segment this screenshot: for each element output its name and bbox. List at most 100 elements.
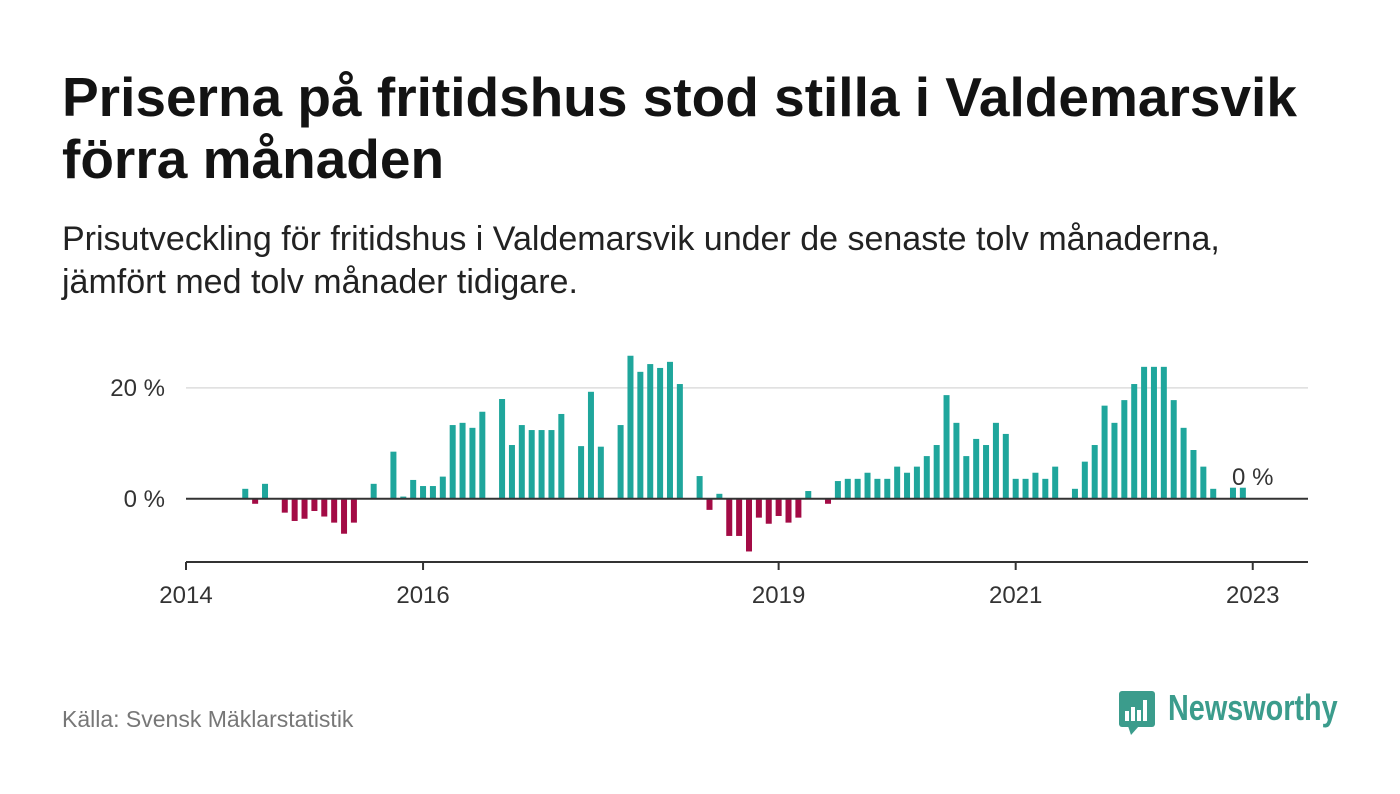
bar-2018-12 <box>765 498 772 524</box>
bar-2018-07 <box>716 493 723 499</box>
bar-2019-01 <box>775 498 782 516</box>
newsworthy-logo: Newsworthy <box>1119 688 1389 736</box>
bar-2021-01 <box>1012 478 1019 499</box>
bar-2015-06 <box>350 498 357 523</box>
bar-2021-08 <box>1081 461 1088 499</box>
bar-2016-11 <box>518 425 525 499</box>
bar-2022-04 <box>1160 366 1167 499</box>
bar-2020-07 <box>953 422 960 499</box>
bar-2015-03 <box>321 498 328 517</box>
bar-2015-12 <box>410 479 417 499</box>
bar-2022-03 <box>1150 366 1157 499</box>
x-tick-label: 2016 <box>396 582 449 609</box>
bar-2015-08 <box>370 483 377 499</box>
bar-2016-04 <box>449 425 456 499</box>
bar-2021-02 <box>1022 478 1029 499</box>
bar-2019-08 <box>844 478 851 499</box>
bar-2021-03 <box>1032 472 1039 499</box>
bar-2019-02 <box>785 498 792 523</box>
x-tick-label: 2021 <box>989 582 1042 609</box>
bar-2018-03 <box>676 384 683 499</box>
bar-2017-07 <box>597 446 604 499</box>
bar-2019-10 <box>864 472 871 499</box>
bar-2021-07 <box>1071 488 1078 499</box>
bar-2017-05 <box>578 446 585 499</box>
bar-2019-04 <box>805 491 812 499</box>
source-note: Källa: Svensk Mäklarstatistik <box>62 706 354 732</box>
bar-2020-01 <box>894 466 901 499</box>
bar-2019-09 <box>854 478 861 499</box>
bar-2016-09 <box>499 399 506 499</box>
bar-2019-07 <box>834 481 841 499</box>
bar-2018-06 <box>706 498 713 510</box>
bar-2020-08 <box>963 456 970 499</box>
bar-2022-07 <box>1190 450 1197 499</box>
bar-2014-11 <box>281 498 288 513</box>
bar-2014-12 <box>291 498 298 521</box>
bar-2015-10 <box>390 451 397 499</box>
bar-2022-05 <box>1170 400 1177 499</box>
bar-chart: 20 % 0 % 2014 2016 2019 2021 2023 0 % <box>110 355 1308 609</box>
bar-2016-01 <box>420 486 427 499</box>
bar-2018-08 <box>726 498 733 536</box>
bar-2015-01 <box>301 498 308 519</box>
bar-2018-10 <box>746 498 752 552</box>
chart-title: Priserna på fritidshus stod stilla i Val… <box>62 66 1297 190</box>
axis-labels: 20 % 0 % 2014 2016 2019 2021 2023 0 % <box>110 375 1279 609</box>
bar-2018-05 <box>696 476 703 499</box>
bar-2016-02 <box>429 486 436 499</box>
bar-2016-12 <box>528 430 535 499</box>
bar-2015-04 <box>331 498 338 523</box>
bar-2017-10 <box>627 355 634 499</box>
bar-2014-09 <box>262 483 269 499</box>
bar-2014-08 <box>252 498 259 504</box>
bar-2020-06 <box>943 395 950 499</box>
bar-2020-03 <box>913 466 920 499</box>
bar-2018-11 <box>755 498 762 518</box>
bar-2018-02 <box>666 361 673 499</box>
bar-2017-03 <box>558 413 565 499</box>
bar-2022-09 <box>1210 488 1217 499</box>
bar-2016-07 <box>479 411 486 499</box>
bars <box>242 355 1246 552</box>
y-tick-label: 20 % <box>110 375 165 402</box>
bar-2015-02 <box>311 498 318 511</box>
bar-2021-11 <box>1111 422 1118 499</box>
x-tick-label: 2014 <box>159 582 212 609</box>
bar-2017-12 <box>647 364 654 499</box>
last-value-label: 0 % <box>1232 464 1273 491</box>
bar-2020-05 <box>933 445 940 499</box>
bar-2017-01 <box>538 430 545 499</box>
x-tick-label: 2023 <box>1226 582 1279 609</box>
bar-2019-11 <box>874 478 881 499</box>
bar-2021-05 <box>1052 466 1059 499</box>
bar-2016-03 <box>439 476 446 499</box>
bar-2019-03 <box>795 498 802 518</box>
bar-2022-02 <box>1141 366 1148 499</box>
bar-2021-04 <box>1042 478 1049 499</box>
bar-2016-10 <box>508 445 515 499</box>
bar-2017-09 <box>617 425 624 499</box>
bar-2020-04 <box>923 456 930 499</box>
bar-2022-08 <box>1200 466 1207 499</box>
bar-2021-10 <box>1101 405 1108 499</box>
bar-2017-11 <box>637 371 644 499</box>
bar-2015-11 <box>400 496 407 499</box>
bar-2020-10 <box>983 445 990 499</box>
bar-2020-02 <box>904 472 911 499</box>
axes <box>185 497 1308 570</box>
bar-2017-06 <box>587 391 594 499</box>
bar-2016-06 <box>469 427 476 499</box>
x-tick-label: 2019 <box>752 582 805 609</box>
bar-2022-11 <box>1229 487 1236 499</box>
bar-2021-12 <box>1121 400 1128 499</box>
bar-2022-06 <box>1180 427 1187 499</box>
bar-2020-09 <box>973 438 980 499</box>
bar-2017-02 <box>548 430 555 499</box>
bar-2014-07 <box>242 488 249 499</box>
bar-2019-06 <box>825 498 832 504</box>
bar-2018-09 <box>736 498 743 536</box>
brand-name: Newsworthy <box>1168 687 1338 728</box>
chart-subtitle: Prisutveckling för fritidshus i Valdemar… <box>62 220 1220 301</box>
